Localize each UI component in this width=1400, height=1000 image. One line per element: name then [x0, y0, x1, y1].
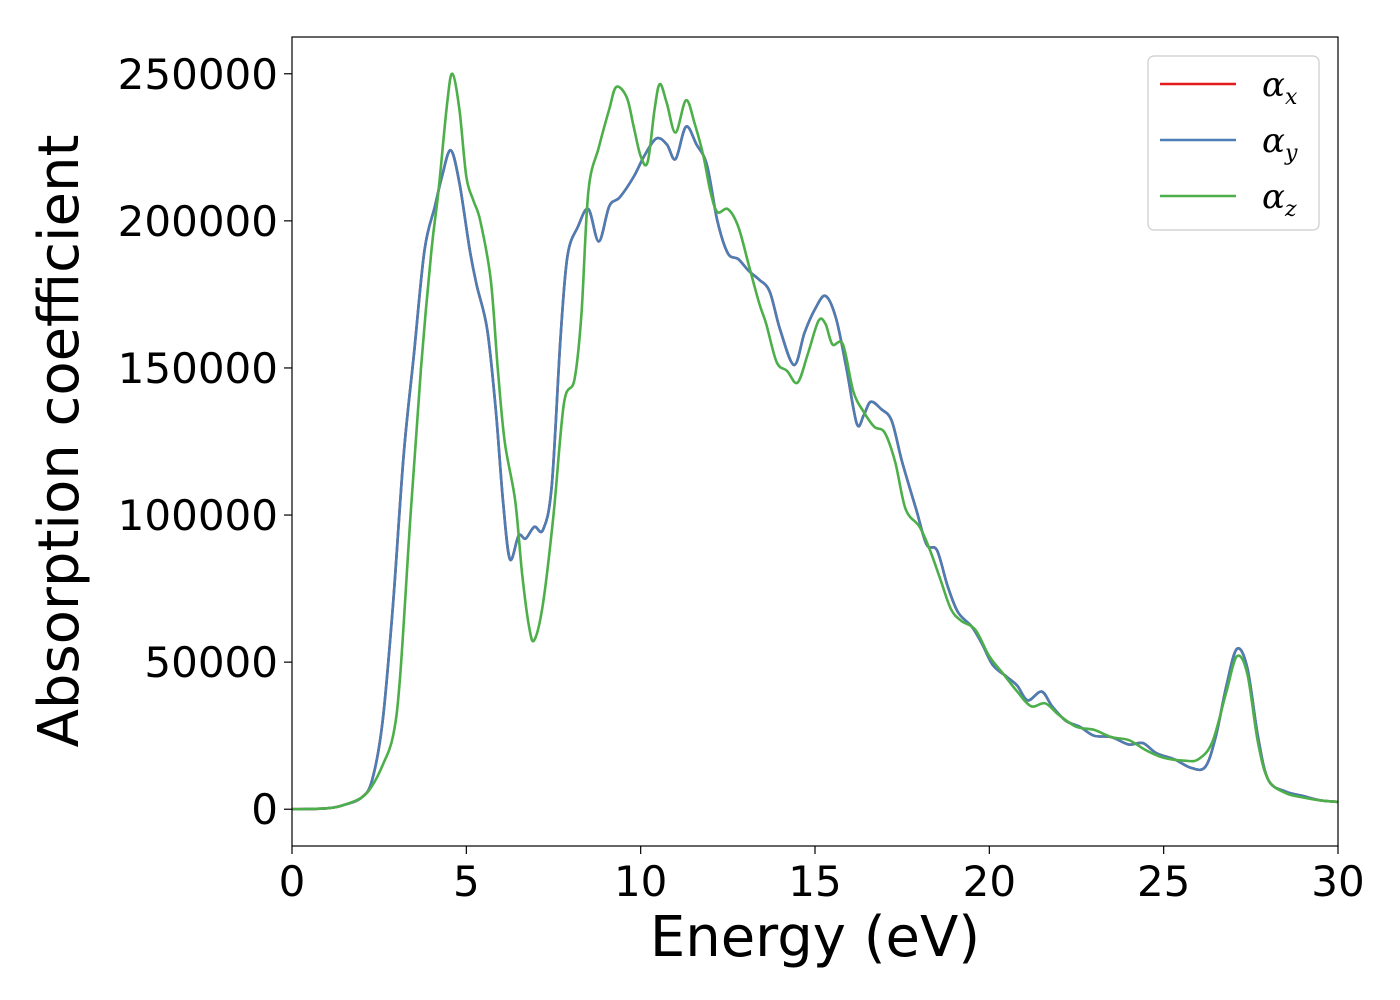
legend-box [1147, 55, 1320, 231]
y-tick-label: 200000 [118, 197, 278, 246]
x-tick-label: 0 [279, 857, 306, 906]
y-tick-label: 250000 [118, 50, 278, 99]
y-tick-label: 0 [251, 785, 278, 834]
x-axis: 0 5 10 15 20 25 30 [279, 846, 1365, 906]
x-axis-title: Energy (eV) [650, 905, 980, 970]
y-tick-label: 150000 [118, 344, 278, 393]
x-tick-label: 25 [1137, 857, 1190, 906]
series-layer [291, 72, 1339, 811]
y-tick-label: 100000 [118, 491, 278, 540]
y-tick-label: 50000 [144, 638, 278, 687]
series-line-z [291, 72, 1339, 811]
y-axis: 0 50000 100000 150000 200000 250000 [118, 50, 292, 834]
series-line-y [291, 125, 1339, 811]
x-tick-label: 15 [788, 857, 841, 906]
x-tick-label: 30 [1311, 857, 1364, 906]
x-tick-label: 20 [963, 857, 1016, 906]
x-tick-label: 10 [614, 857, 667, 906]
y-axis-title: Absorption coefficient [27, 135, 92, 748]
x-tick-label: 5 [453, 857, 480, 906]
